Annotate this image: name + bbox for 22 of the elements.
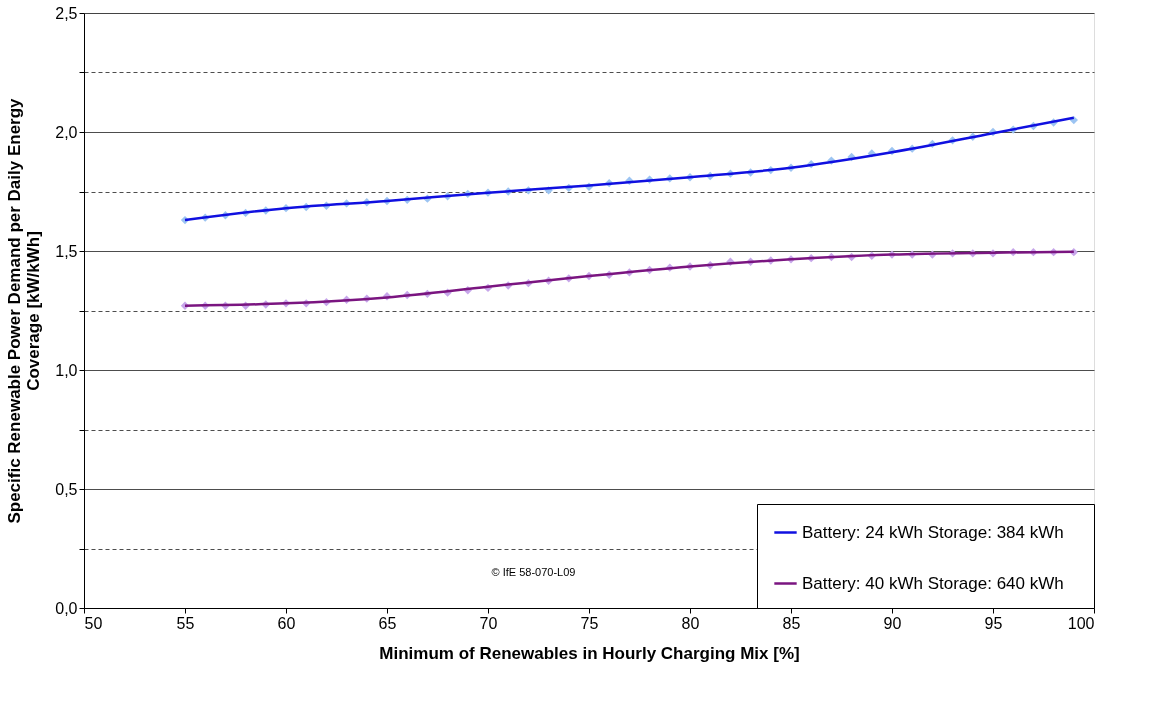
x-axis-title: Minimum of Renewables in Hourly Charging Mix [%] (379, 643, 800, 663)
x-tick-label: 90 (883, 614, 902, 632)
x-tick-label: 50 (84, 614, 103, 632)
y-tick-label: 2,0 (55, 123, 78, 141)
y-tick-label: 1,0 (55, 361, 78, 379)
y-tick-label: 2,5 (55, 4, 78, 22)
y-tick-label: 0,5 (55, 480, 78, 498)
x-tick-label: 70 (479, 614, 498, 632)
y-axis-title: Specific Renewable Power Demand per Daily Energy Coverage [kW/kWh] (5, 97, 44, 524)
legend-label: Battery: 24 kWh Storage: 384 kWh (802, 522, 1064, 542)
x-tick-label: 55 (176, 614, 195, 632)
x-tick-label: 60 (277, 614, 296, 632)
legend-label: Battery: 40 kWh Storage: 640 kWh (802, 573, 1064, 593)
x-tick-label: 100 (1067, 614, 1095, 632)
y-tick-label: 0,0 (55, 599, 78, 617)
y-tick-label: 1,5 (55, 242, 78, 260)
x-tick-label: 95 (984, 614, 1003, 632)
x-tick-label: 65 (378, 614, 397, 632)
x-tick-label: 85 (782, 614, 801, 632)
x-tick-label: 75 (580, 614, 599, 632)
annotation: © IfE 58-070-L09 (491, 566, 576, 578)
x-tick-label: 80 (681, 614, 700, 632)
